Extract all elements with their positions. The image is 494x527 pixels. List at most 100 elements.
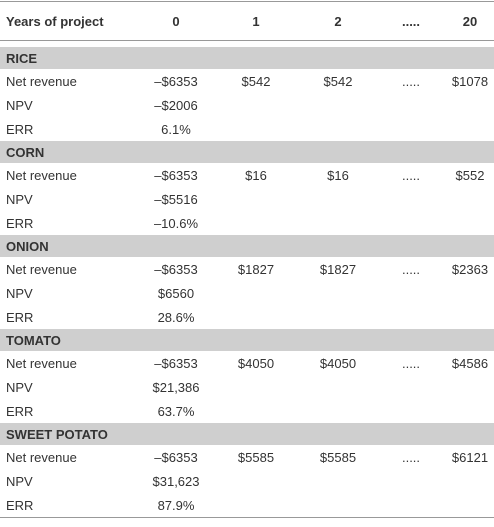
row-label: NPV [6,191,33,207]
section-title: ONION [0,235,494,257]
value-cell: –$2006 [154,97,198,113]
value-cell [300,117,376,141]
data-row: ERR –10.6% [0,211,494,235]
data-row: ERR 28.6% [0,305,494,329]
value-cell [446,187,494,211]
value-cell [212,93,300,117]
row-label: Net revenue [6,355,77,371]
row-label: ERR [6,121,34,137]
row-label: ERR [6,309,34,325]
value-cell [446,117,494,141]
value-cell: $5585 [319,449,357,465]
data-row: Net revenue –$6353 $542 $542..... $1078 [0,69,494,93]
value-cell [376,493,446,518]
value-cell: ..... [401,73,421,89]
value-cell [300,493,376,518]
value-cell: 87.9% [140,493,212,518]
section-row: SWEET POTATO [0,423,494,445]
value-cell: $16 [327,167,349,183]
section-title: SWEET POTATO [0,423,494,445]
value-cell: $542 [323,73,353,89]
value-cell: $1827 [237,261,275,277]
value-cell [212,399,300,423]
data-row: Net revenue –$6353 $16 $16..... $552 [0,163,494,187]
value-cell: –$6353 [154,449,198,465]
value-cell: $2363 [451,261,489,277]
header-cell: 1 [212,1,300,41]
value-cell [446,375,494,399]
section-row: ONION [0,235,494,257]
value-cell [376,211,446,235]
value-cell [376,305,446,329]
value-cell [446,469,494,493]
value-cell [376,375,446,399]
value-cell: $4050 [237,355,275,371]
value-cell [212,493,300,518]
value-cell [212,469,300,493]
value-cell: –$6353 [154,261,198,277]
value-cell: ..... [401,167,421,183]
data-row: NPV $6560 [0,281,494,305]
value-cell: –$5516 [154,191,198,207]
value-cell [446,93,494,117]
value-cell [212,211,300,235]
data-row: NPV –$5516 [0,187,494,211]
value-cell: 63.7% [157,403,195,419]
value-cell: 28.6% [157,309,195,325]
data-row: NPV $21,386 [0,375,494,399]
value-cell: $31,623 [152,473,200,489]
row-label: Net revenue [6,73,77,89]
value-cell [376,399,446,423]
value-cell [446,305,494,329]
row-label: ERR [6,403,34,419]
data-row: NPV –$2006 [0,93,494,117]
value-cell: $1827 [319,261,357,277]
value-cell [376,281,446,305]
value-cell [300,93,376,117]
value-cell [300,305,376,329]
row-label: Net revenue [6,167,77,183]
header-cell: 0 [140,1,212,41]
value-cell: $1078 [451,73,489,89]
value-cell [376,117,446,141]
value-cell: $21,386 [152,379,200,395]
data-row: ERR 87.9% [0,493,494,518]
value-cell [212,305,300,329]
row-label: ERR [0,493,140,518]
section-title: TOMATO [0,329,494,351]
value-cell [376,93,446,117]
value-cell: $5585 [237,449,275,465]
value-cell [446,211,494,235]
row-label: ERR [6,215,34,231]
data-row: Net revenue –$6353 $1827 $1827..... $2363 [0,257,494,281]
value-cell [376,469,446,493]
value-cell [300,187,376,211]
value-cell [446,399,494,423]
row-label: NPV [6,285,33,301]
value-cell: $16 [245,167,267,183]
value-cell [212,117,300,141]
value-cell [446,493,494,518]
value-cell [446,281,494,305]
header-cell: 20 [446,1,494,41]
value-cell: $542 [241,73,271,89]
value-cell: $4050 [319,355,357,371]
value-cell: $4586 [451,355,489,371]
header-cell: Years of project [0,1,140,41]
section-title: RICE [0,47,494,69]
section-row: RICE [0,47,494,69]
value-cell [300,469,376,493]
value-cell: 6.1% [161,121,191,137]
value-cell: ..... [401,449,421,465]
header-cell: 2 [300,1,376,41]
data-row: NPV $31,623 [0,469,494,493]
row-label: NPV [6,473,33,489]
row-label: NPV [6,379,33,395]
value-cell: $6121 [451,449,489,465]
row-label: NPV [6,97,33,113]
value-cell [212,281,300,305]
value-cell [212,187,300,211]
